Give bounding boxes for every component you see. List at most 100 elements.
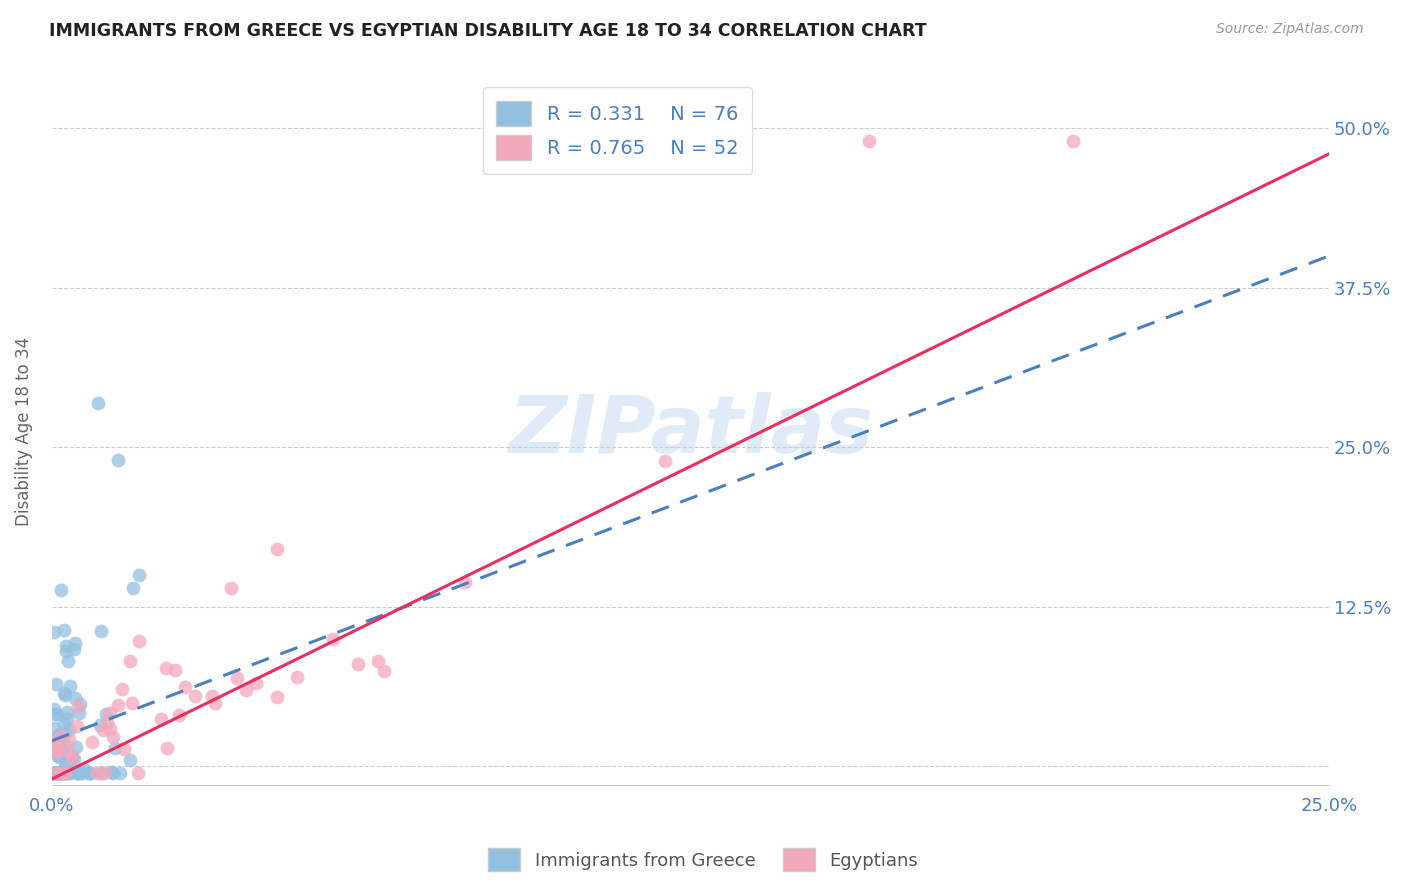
Point xyxy=(53,765,76,780)
Point xyxy=(59,679,82,693)
Point xyxy=(90,765,112,780)
Point xyxy=(101,730,124,744)
Point xyxy=(90,624,112,638)
Point xyxy=(77,765,100,780)
Point xyxy=(654,454,676,468)
Text: ZIPatlas: ZIPatlas xyxy=(508,392,873,470)
Point xyxy=(367,654,389,668)
Point xyxy=(49,765,72,780)
Point xyxy=(204,696,226,710)
Point xyxy=(53,688,76,702)
Point xyxy=(60,751,83,765)
Point xyxy=(53,725,76,739)
Point xyxy=(48,728,70,742)
Point xyxy=(127,765,149,780)
Point xyxy=(46,735,69,749)
Point xyxy=(49,765,72,780)
Point xyxy=(46,739,69,754)
Point xyxy=(45,707,67,722)
Point xyxy=(44,702,66,716)
Point xyxy=(45,765,67,780)
Point xyxy=(53,717,76,731)
Point xyxy=(56,765,79,780)
Point xyxy=(63,635,86,649)
Point xyxy=(63,690,86,705)
Point xyxy=(60,750,83,764)
Point xyxy=(45,744,67,758)
Point xyxy=(52,765,75,780)
Text: Source: ZipAtlas.com: Source: ZipAtlas.com xyxy=(1216,22,1364,37)
Point xyxy=(49,765,72,780)
Point xyxy=(201,689,224,703)
Point xyxy=(112,742,135,756)
Point xyxy=(156,740,179,755)
Point xyxy=(155,661,177,675)
Point xyxy=(86,765,108,780)
Point xyxy=(453,574,475,589)
Point xyxy=(51,730,73,744)
Point xyxy=(89,718,111,732)
Point xyxy=(56,765,79,780)
Text: IMMIGRANTS FROM GREECE VS EGYPTIAN DISABILITY AGE 18 TO 34 CORRELATION CHART: IMMIGRANTS FROM GREECE VS EGYPTIAN DISAB… xyxy=(49,22,927,40)
Point xyxy=(56,744,79,758)
Point xyxy=(96,715,118,730)
Legend: R = 0.331    N = 76, R = 0.765    N = 52: R = 0.331 N = 76, R = 0.765 N = 52 xyxy=(482,87,752,174)
Point xyxy=(67,699,90,714)
Y-axis label: Disability Age 18 to 34: Disability Age 18 to 34 xyxy=(15,337,32,526)
Point xyxy=(96,706,118,721)
Point xyxy=(285,670,308,684)
Point xyxy=(58,733,80,747)
Point xyxy=(51,744,73,758)
Point xyxy=(101,765,124,780)
Point xyxy=(73,763,96,777)
Point xyxy=(122,581,145,595)
Point xyxy=(93,765,115,780)
Point xyxy=(62,641,84,656)
Point xyxy=(44,721,66,735)
Point xyxy=(98,706,121,721)
Point xyxy=(52,741,75,756)
Point xyxy=(65,740,87,755)
Point xyxy=(235,682,257,697)
Point xyxy=(219,581,242,595)
Point xyxy=(53,765,76,780)
Point xyxy=(55,640,77,654)
Point xyxy=(70,765,93,780)
Point xyxy=(67,765,90,780)
Point xyxy=(858,134,880,148)
Legend: Immigrants from Greece, Egyptians: Immigrants from Greece, Egyptians xyxy=(481,841,925,879)
Point xyxy=(46,765,69,780)
Point xyxy=(107,453,129,467)
Point xyxy=(44,765,66,780)
Point xyxy=(118,753,141,767)
Point xyxy=(110,765,132,780)
Point xyxy=(48,765,70,780)
Point xyxy=(59,765,82,780)
Point xyxy=(174,681,197,695)
Point xyxy=(52,765,75,780)
Point xyxy=(58,723,80,737)
Point xyxy=(53,739,76,753)
Point xyxy=(107,698,129,712)
Point xyxy=(53,760,76,774)
Point xyxy=(56,654,79,668)
Point xyxy=(163,663,186,677)
Point xyxy=(53,686,76,700)
Point xyxy=(184,689,207,703)
Point xyxy=(48,749,70,764)
Point xyxy=(91,723,114,737)
Point xyxy=(322,632,344,646)
Point xyxy=(79,765,101,780)
Point xyxy=(56,705,79,719)
Point xyxy=(111,681,134,696)
Point xyxy=(56,712,79,726)
Point xyxy=(225,671,247,685)
Point xyxy=(169,708,191,723)
Point xyxy=(55,758,77,772)
Point xyxy=(118,654,141,668)
Point xyxy=(55,644,77,658)
Point xyxy=(373,664,395,678)
Point xyxy=(1062,134,1084,148)
Point xyxy=(150,712,173,726)
Point xyxy=(44,624,66,639)
